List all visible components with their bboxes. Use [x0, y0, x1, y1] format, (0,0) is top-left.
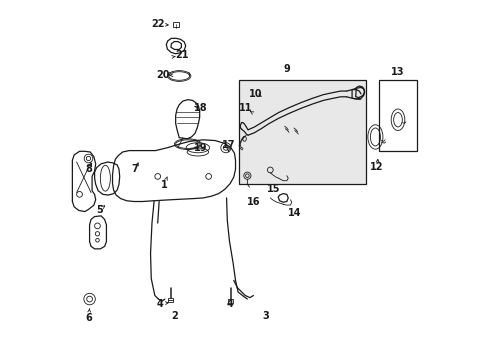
Bar	[172, 22, 179, 27]
Text: 17: 17	[221, 140, 235, 150]
Text: 5: 5	[96, 206, 102, 216]
Text: 15: 15	[266, 184, 279, 194]
Text: 2: 2	[171, 311, 178, 321]
Text: 13: 13	[390, 67, 404, 77]
Text: 11: 11	[238, 103, 251, 113]
Text: 14: 14	[287, 208, 301, 218]
Bar	[168, 298, 173, 302]
Bar	[239, 80, 366, 184]
Text: 16: 16	[246, 197, 260, 207]
Text: 20: 20	[156, 70, 169, 80]
Bar	[378, 80, 416, 151]
Text: 21: 21	[175, 50, 188, 60]
Text: 6: 6	[85, 313, 92, 323]
Text: 10: 10	[248, 89, 262, 99]
Text: 8: 8	[85, 164, 92, 174]
Text: 12: 12	[370, 162, 383, 172]
Text: 4: 4	[157, 299, 163, 309]
Text: 1: 1	[160, 180, 167, 190]
Text: 3: 3	[262, 311, 269, 321]
Text: 22: 22	[151, 19, 164, 29]
Text: 19: 19	[194, 143, 207, 153]
Text: 4: 4	[226, 299, 233, 309]
Bar	[228, 299, 233, 303]
Text: 7: 7	[131, 164, 138, 174]
Text: 18: 18	[194, 103, 207, 113]
Text: 9: 9	[283, 64, 289, 74]
